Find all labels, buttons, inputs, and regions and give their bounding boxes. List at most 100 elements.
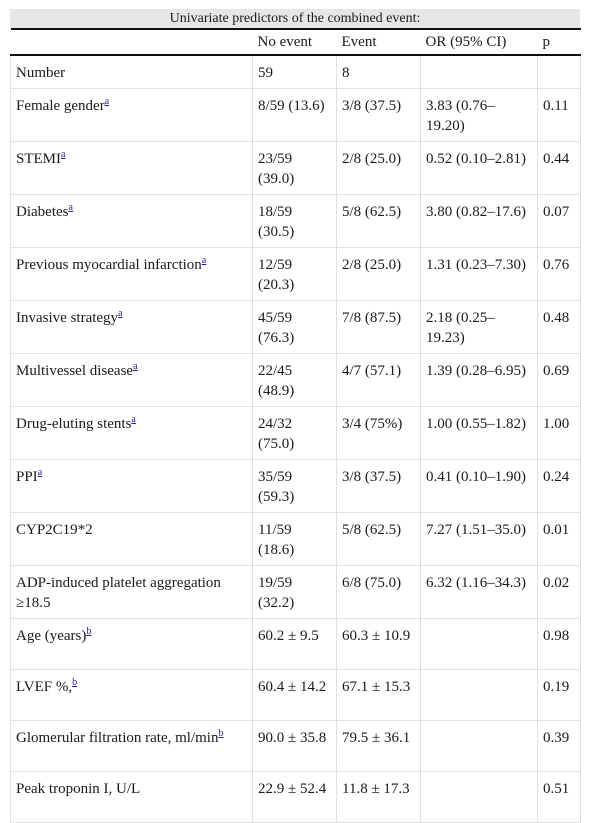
- footnote-link[interactable]: a: [133, 361, 138, 372]
- predictors-table: No event Event OR (95% CI) p Number 59 8 Fe…: [10, 28, 581, 823]
- p-value-cell: 0.24: [537, 459, 581, 513]
- no-event-cell: 18/59 (30.5): [252, 194, 337, 248]
- event-cell: 3/8 (37.5): [336, 88, 421, 142]
- event-cell: 2/8 (25.0): [336, 247, 421, 301]
- results-table-container: Univariate predictors of the combined ev…: [10, 9, 581, 823]
- table-row: ADP-induced platelet aggregation ≥18.5 19…: [10, 565, 581, 619]
- footnote-link[interactable]: a: [104, 96, 110, 107]
- row-label-text: STEMI: [16, 151, 61, 167]
- no-event-cell: 11/59 (18.6): [252, 512, 337, 566]
- row-label-text: Female gender: [16, 98, 105, 114]
- footnote-link[interactable]: a: [37, 467, 43, 478]
- p-value-cell: 0.44: [537, 141, 581, 195]
- row-label-text: ADP-induced platelet aggregation ≥18.5: [16, 575, 221, 611]
- table-row: Age (years)b 60.2 ± 9.5 60.3 ± 10.9 0.98: [10, 618, 581, 670]
- p-value-cell: 0.69: [537, 353, 581, 407]
- table-row: Previous myocardial infarctiona 12/59 (20…: [10, 247, 581, 301]
- row-label-text: CYP2C19*2: [16, 522, 93, 538]
- p-value-cell: 0.98: [537, 618, 581, 670]
- p-value-cell: 0.11: [537, 88, 581, 142]
- row-label: LVEF %,b: [10, 669, 253, 721]
- odds-ratio-cell: 6.32 (1.16–34.3): [420, 565, 538, 619]
- event-cell: 6/8 (75.0): [336, 565, 421, 619]
- footnote-link[interactable]: a: [68, 202, 73, 213]
- event-cell: 2/8 (25.0): [336, 141, 421, 195]
- p-value-cell: 0.48: [537, 300, 581, 354]
- no-event-cell: 23/59 (39.0): [252, 141, 337, 195]
- p-value-cell: 0.76: [537, 247, 581, 301]
- no-event-cell: 22/45 (48.9): [252, 353, 337, 407]
- table-row: Number 59 8: [10, 55, 581, 89]
- row-label-text: Number: [16, 65, 66, 81]
- p-value-cell: [537, 55, 581, 89]
- odds-ratio-cell: [420, 669, 538, 721]
- odds-ratio-cell: 3.80 (0.82–17.6): [420, 194, 538, 248]
- event-cell: 7/8 (87.5): [336, 300, 421, 354]
- event-cell: 4/7 (57.1): [336, 353, 421, 407]
- footnote-link[interactable]: b: [86, 626, 92, 637]
- no-event-cell: 8/59 (13.6): [252, 88, 337, 142]
- row-label: PPIa: [10, 459, 253, 513]
- odds-ratio-cell: 2.18 (0.25–19.23): [420, 300, 538, 354]
- odds-ratio-cell: 1.39 (0.28–6.95): [420, 353, 538, 407]
- event-cell: 5/8 (62.5): [336, 512, 421, 566]
- event-cell: 3/4 (75%): [336, 406, 421, 460]
- event-cell: 11.8 ± 17.3: [336, 771, 421, 823]
- p-value-cell: 0.07: [537, 194, 581, 248]
- header-p-value: p: [542, 33, 551, 50]
- table-row: LVEF %,b 60.4 ± 14.2 67.1 ± 15.3 0.19: [10, 669, 581, 721]
- no-event-cell: 35/59 (59.3): [252, 459, 337, 513]
- row-label: Female gendera: [10, 88, 253, 142]
- event-cell: 60.3 ± 10.9: [336, 618, 421, 670]
- row-label: CYP2C19*2: [10, 512, 253, 566]
- row-label: Age (years)b: [10, 618, 253, 670]
- p-value-cell: 0.19: [537, 669, 581, 721]
- row-label-text: Glomerular filtration rate, ml/min: [16, 730, 219, 746]
- row-label: Previous myocardial infarctiona: [10, 247, 253, 301]
- row-label-text: PPI: [16, 469, 38, 485]
- table-header-row: No event Event OR (95% CI) p: [10, 29, 581, 55]
- row-label: Multivessel diseasea: [10, 353, 253, 407]
- table-row: Drug-eluting stentsa 24/32 (75.0) 3/4 (75%…: [10, 406, 581, 460]
- p-value-cell: 0.39: [537, 720, 581, 772]
- no-event-cell: 59: [252, 55, 337, 89]
- odds-ratio-cell: 7.27 (1.51–35.0): [420, 512, 538, 566]
- no-event-cell: 45/59 (76.3): [252, 300, 337, 354]
- row-label: Glomerular filtration rate, ml/minb: [10, 720, 253, 772]
- footnote-link[interactable]: a: [201, 255, 207, 266]
- footnote-link[interactable]: a: [61, 149, 66, 160]
- row-label-text: Diabetes: [16, 204, 69, 220]
- table-row: Female gendera 8/59 (13.6) 3/8 (37.5) 3.83 …: [10, 88, 581, 142]
- table-caption: Univariate predictors of the combined ev…: [10, 9, 580, 28]
- row-label-text: LVEF %,: [16, 679, 73, 695]
- row-label-text: Invasive strategy: [16, 310, 119, 326]
- odds-ratio-cell: 0.52 (0.10–2.81): [420, 141, 538, 195]
- odds-ratio-cell: 1.00 (0.55–1.82): [420, 406, 538, 460]
- table-row: CYP2C19*2 11/59 (18.6) 5/8 (62.5) 7.27 (1.5…: [10, 512, 581, 566]
- header-odds-ratio: OR (95% CI): [425, 33, 507, 50]
- no-event-cell: 90.0 ± 35.8: [252, 720, 337, 772]
- event-cell: 5/8 (62.5): [336, 194, 421, 248]
- header-event: Event: [341, 33, 377, 50]
- header-variable: [11, 29, 253, 55]
- table-row: Glomerular filtration rate, ml/minb 90.0 …: [10, 720, 581, 772]
- table-row: STEMIa 23/59 (39.0) 2/8 (25.0) 0.52 (0.10–2…: [10, 141, 581, 195]
- row-label-text: Previous myocardial infarction: [16, 257, 202, 273]
- no-event-cell: 12/59 (20.3): [252, 247, 337, 301]
- p-value-cell: 1.00: [537, 406, 581, 460]
- table-row: Invasive strategya 45/59 (76.3) 7/8 (87.5)…: [10, 300, 581, 354]
- footnote-link[interactable]: b: [218, 728, 224, 739]
- footnote-link[interactable]: a: [118, 308, 123, 319]
- event-cell: 79.5 ± 36.1: [336, 720, 421, 772]
- row-label: Peak troponin I, U/L: [10, 771, 253, 823]
- p-value-cell: 0.01: [537, 512, 581, 566]
- odds-ratio-cell: [420, 618, 538, 670]
- odds-ratio-cell: [420, 771, 538, 823]
- footnote-link[interactable]: b: [72, 677, 78, 688]
- no-event-cell: 60.2 ± 9.5: [252, 618, 337, 670]
- footnote-link[interactable]: a: [131, 414, 136, 425]
- no-event-cell: 19/59 (32.2): [252, 565, 337, 619]
- odds-ratio-cell: [420, 55, 538, 89]
- event-cell: 67.1 ± 15.3: [336, 669, 421, 721]
- header-no-event: No event: [257, 33, 313, 50]
